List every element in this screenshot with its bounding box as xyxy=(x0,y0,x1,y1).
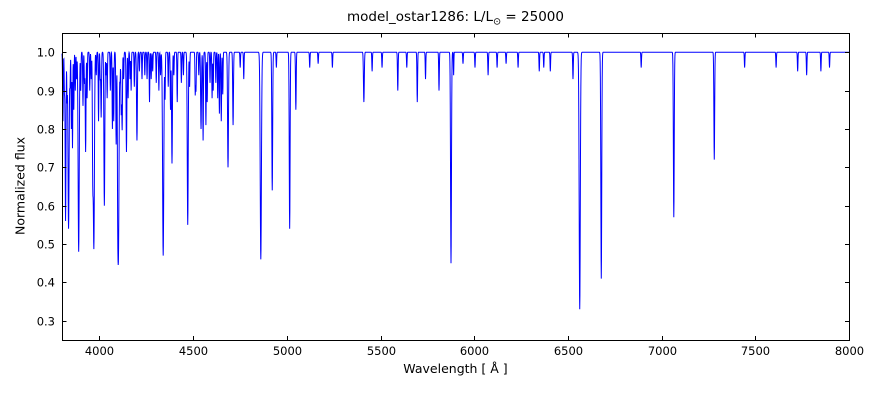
x-tick-label: 4000 xyxy=(85,344,114,358)
y-tick-label: 0.6 xyxy=(37,200,55,214)
x-tick-label: 5000 xyxy=(273,344,302,358)
x-tick-label: 7500 xyxy=(741,344,770,358)
y-tick-label: 0.7 xyxy=(37,161,55,175)
axes-frame xyxy=(62,33,850,341)
y-tick-label: 0.9 xyxy=(37,85,55,99)
x-tick-label: 6000 xyxy=(460,344,489,358)
x-tick-label: 8000 xyxy=(835,344,864,358)
x-tick-label: 7000 xyxy=(648,344,677,358)
y-axis-label: Normalized flux xyxy=(12,136,28,236)
x-axis-label: Wavelength [ Å ] xyxy=(403,361,508,376)
y-tick-label: 0.8 xyxy=(37,123,55,137)
y-tick-label: 0.4 xyxy=(37,276,55,290)
y-tick-label: 1.0 xyxy=(37,46,55,60)
x-tick-label: 5500 xyxy=(367,344,396,358)
x-tick-label: 6500 xyxy=(554,344,583,358)
x-tick-label: 4500 xyxy=(179,344,208,358)
spectrum-line xyxy=(61,50,849,310)
y-tick-label: 0.5 xyxy=(37,238,55,252)
chart-title: model_ostar1286: L/L⊙ = 25000 xyxy=(62,9,849,28)
chart-title-suffix: = 25000 xyxy=(501,9,564,25)
sun-symbol-subscript: ⊙ xyxy=(492,16,502,28)
chart-title-prefix: model_ostar1286: L/L xyxy=(347,9,493,25)
y-tick-label: 0.3 xyxy=(37,315,55,329)
